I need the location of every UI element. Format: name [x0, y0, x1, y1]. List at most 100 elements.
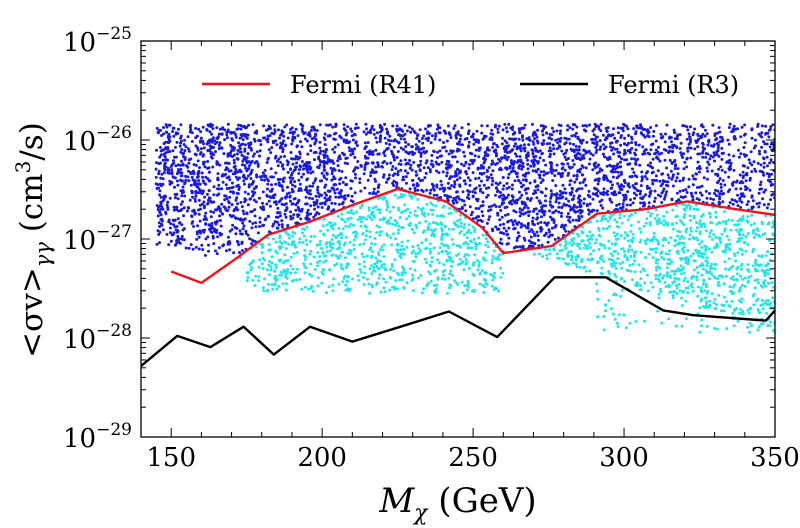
blue-scatter-point	[718, 192, 722, 196]
cyan-scatter-point	[437, 251, 441, 255]
cyan-scatter-point	[253, 284, 257, 288]
blue-scatter-point	[173, 225, 177, 229]
cyan-scatter-point	[348, 240, 352, 244]
cyan-scatter-point	[614, 266, 618, 270]
blue-scatter-point	[230, 137, 234, 141]
blue-scatter-point	[616, 182, 620, 186]
blue-scatter-point	[323, 168, 327, 172]
blue-scatter-point	[174, 193, 178, 197]
blue-scatter-point	[197, 191, 201, 194]
blue-scatter-point	[291, 183, 294, 187]
cyan-scatter-point	[334, 236, 338, 240]
cyan-scatter-point	[645, 237, 649, 241]
blue-scatter-point	[210, 132, 214, 136]
blue-scatter-point	[290, 171, 294, 175]
cyan-scatter-point	[411, 289, 415, 293]
cyan-scatter-point	[659, 252, 663, 256]
blue-scatter-point	[536, 222, 540, 225]
blue-scatter-point	[662, 179, 666, 183]
blue-scatter-point	[325, 172, 329, 176]
blue-scatter-point	[445, 171, 449, 175]
blue-scatter-point	[350, 194, 354, 198]
blue-scatter-point	[404, 145, 408, 149]
blue-scatter-point	[592, 133, 596, 137]
blue-scatter-point	[175, 179, 179, 183]
cyan-scatter-point	[654, 261, 658, 265]
blue-scatter-point	[741, 192, 745, 196]
blue-scatter-point	[194, 163, 198, 167]
blue-scatter-point	[723, 183, 727, 187]
blue-scatter-point	[164, 140, 168, 144]
cyan-scatter-point	[670, 290, 674, 294]
blue-scatter-point	[762, 161, 766, 165]
cyan-scatter-point	[728, 285, 732, 289]
blue-scatter-point	[703, 128, 707, 132]
blue-scatter-point	[389, 161, 393, 165]
blue-scatter-point	[467, 140, 471, 144]
blue-scatter-point	[354, 140, 358, 144]
cyan-scatter-point	[246, 276, 250, 279]
cyan-scatter-point	[628, 244, 632, 248]
cyan-scatter-point	[431, 203, 435, 207]
blue-scatter-point	[531, 169, 535, 173]
blue-scatter-point	[212, 242, 216, 246]
cyan-scatter-point	[761, 285, 765, 289]
blue-scatter-point	[381, 161, 385, 165]
blue-scatter-point	[712, 198, 715, 201]
blue-scatter-point	[613, 190, 617, 194]
blue-scatter-point	[216, 176, 220, 180]
blue-scatter-point	[525, 137, 529, 141]
cyan-scatter-point	[381, 248, 385, 252]
blue-scatter-point	[185, 209, 189, 213]
blue-scatter-point	[317, 157, 321, 161]
cyan-scatter-point	[392, 269, 396, 273]
blue-scatter-point	[532, 158, 536, 162]
cyan-scatter-point	[336, 247, 340, 251]
cyan-scatter-point	[388, 288, 392, 292]
cyan-scatter-point	[708, 235, 712, 239]
blue-scatter-point	[719, 182, 723, 186]
cyan-scatter-point	[580, 230, 584, 234]
cyan-scatter-point	[260, 251, 264, 255]
blue-scatter-point	[741, 176, 745, 180]
blue-scatter-point	[213, 142, 217, 146]
blue-scatter-point	[594, 187, 598, 191]
cyan-scatter-point	[492, 288, 496, 291]
blue-scatter-point	[195, 237, 199, 241]
cyan-scatter-point	[643, 239, 647, 243]
cyan-scatter-point	[375, 261, 379, 265]
cyan-scatter-point	[270, 261, 274, 265]
blue-scatter-point	[175, 230, 179, 234]
blue-scatter-point	[706, 143, 710, 147]
blue-scatter-point	[668, 158, 672, 162]
blue-scatter-point	[573, 180, 577, 184]
blue-scatter-point	[470, 152, 474, 156]
blue-scatter-point	[222, 243, 226, 247]
cyan-scatter-point	[308, 240, 312, 243]
blue-scatter-point	[170, 170, 174, 174]
cyan-scatter-point	[372, 266, 376, 270]
blue-scatter-point	[505, 130, 509, 134]
cyan-scatter-point	[609, 252, 613, 256]
blue-scatter-point	[179, 167, 183, 171]
blue-scatter-point	[479, 187, 483, 191]
blue-scatter-point	[769, 198, 772, 202]
blue-scatter-point	[766, 164, 769, 168]
cyan-scatter-point	[685, 227, 689, 231]
cyan-scatter-point	[639, 250, 643, 254]
blue-scatter-point	[621, 202, 625, 206]
cyan-scatter-point	[320, 281, 324, 285]
cyan-scatter-point	[491, 258, 495, 262]
blue-scatter-point	[462, 179, 466, 183]
blue-scatter-point	[768, 145, 772, 149]
blue-scatter-point	[299, 188, 303, 192]
cyan-scatter-point	[608, 215, 612, 219]
blue-scatter-point	[647, 201, 651, 205]
cyan-scatter-point	[612, 249, 616, 253]
blue-scatter-point	[739, 152, 743, 156]
blue-scatter-point	[172, 205, 176, 209]
blue-scatter-point	[325, 177, 329, 181]
blue-scatter-point	[491, 229, 495, 233]
blue-scatter-point	[251, 154, 255, 158]
blue-scatter-point	[211, 165, 215, 169]
